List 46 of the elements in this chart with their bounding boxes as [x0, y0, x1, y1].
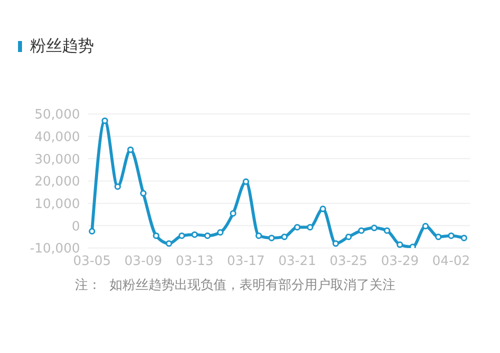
point	[166, 240, 172, 247]
point	[114, 183, 121, 190]
text: 注： 如粉丝趋势出现负值，表明有部分用户取消了关注	[75, 277, 396, 294]
point	[88, 228, 96, 234]
point	[191, 231, 198, 238]
x-tick-label: 03-09	[124, 254, 162, 270]
y-tick-label: 40,000	[34, 130, 80, 145]
point	[345, 234, 352, 240]
y-tick-label: 30,000	[34, 152, 80, 168]
point	[332, 240, 339, 247]
point	[217, 229, 224, 236]
point	[230, 210, 236, 217]
x-tick-label: 03-05	[73, 254, 111, 270]
point	[152, 232, 160, 239]
point	[102, 117, 108, 124]
point	[204, 232, 211, 239]
y-tick-label: 20,000	[34, 174, 80, 190]
point	[178, 232, 186, 239]
y-tick-label: 50,000	[34, 108, 80, 123]
chart-title: 粉丝趋势	[30, 36, 94, 57]
point	[281, 234, 288, 240]
point	[320, 206, 326, 212]
y-tick-label: 10,000	[34, 196, 80, 212]
point	[422, 222, 429, 230]
x-tick-label: 03-21	[278, 254, 316, 270]
x-tick-label: 03-17	[227, 254, 265, 270]
point	[435, 234, 442, 240]
point	[242, 178, 250, 185]
point	[384, 227, 390, 234]
point	[294, 224, 300, 230]
point	[370, 224, 378, 232]
x-tick-label: 04-02	[432, 254, 470, 270]
x-tick-label: 03-13	[176, 254, 214, 270]
x-tick-label: 03-25	[330, 254, 368, 270]
point	[448, 232, 454, 239]
x-tick-label: 03-29	[380, 254, 419, 270]
y-tick-label: 0	[72, 219, 80, 234]
point	[268, 234, 275, 242]
point	[460, 234, 468, 242]
point	[140, 190, 147, 197]
y-tick-label: -10,000	[30, 242, 80, 257]
point	[396, 241, 404, 248]
point	[256, 232, 262, 239]
point	[358, 227, 365, 234]
point	[306, 224, 314, 230]
point	[127, 146, 134, 153]
